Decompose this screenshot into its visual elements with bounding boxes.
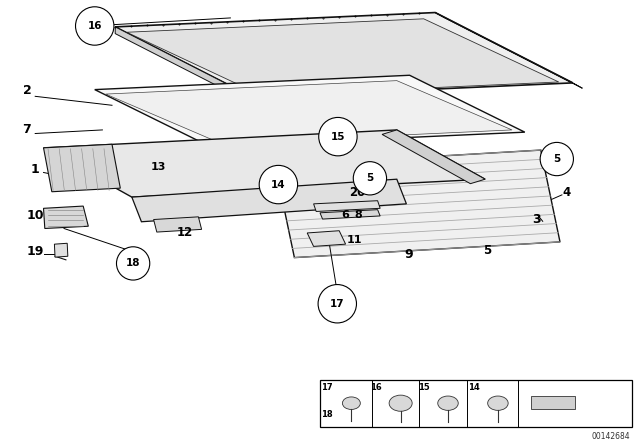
Text: 9: 9 bbox=[404, 248, 413, 261]
Ellipse shape bbox=[319, 117, 357, 156]
Bar bbox=[320, 380, 632, 427]
Polygon shape bbox=[95, 75, 525, 146]
Text: 15: 15 bbox=[331, 132, 345, 142]
Ellipse shape bbox=[353, 162, 387, 195]
Ellipse shape bbox=[540, 142, 573, 176]
Circle shape bbox=[342, 397, 360, 409]
Text: 2: 2 bbox=[22, 84, 31, 98]
Polygon shape bbox=[435, 13, 582, 88]
Text: 10: 10 bbox=[26, 209, 44, 223]
Text: 15: 15 bbox=[418, 383, 429, 392]
Polygon shape bbox=[127, 19, 559, 95]
Text: 5: 5 bbox=[366, 173, 374, 183]
Text: 12: 12 bbox=[176, 225, 193, 239]
Text: 14: 14 bbox=[271, 180, 285, 190]
Text: 6: 6 bbox=[342, 210, 349, 220]
Text: 5: 5 bbox=[553, 154, 561, 164]
Text: 17: 17 bbox=[321, 383, 333, 392]
Circle shape bbox=[389, 395, 412, 411]
Text: 11: 11 bbox=[347, 235, 362, 245]
Polygon shape bbox=[314, 201, 380, 211]
Circle shape bbox=[488, 396, 508, 410]
Text: 18: 18 bbox=[126, 258, 140, 268]
Text: 18: 18 bbox=[321, 410, 333, 419]
Text: 8: 8 bbox=[355, 210, 362, 220]
Polygon shape bbox=[382, 130, 485, 184]
Ellipse shape bbox=[116, 247, 150, 280]
Ellipse shape bbox=[318, 284, 356, 323]
Text: 7: 7 bbox=[22, 123, 31, 137]
Ellipse shape bbox=[259, 165, 298, 204]
Polygon shape bbox=[307, 231, 346, 246]
Text: 00142684: 00142684 bbox=[592, 432, 630, 441]
Bar bbox=[531, 396, 575, 409]
Circle shape bbox=[438, 396, 458, 410]
Text: 5: 5 bbox=[484, 244, 492, 258]
Polygon shape bbox=[132, 179, 406, 222]
Text: 4: 4 bbox=[563, 186, 570, 199]
Text: 3: 3 bbox=[532, 213, 541, 226]
Text: 19: 19 bbox=[26, 245, 44, 258]
Text: 16: 16 bbox=[88, 21, 102, 31]
Ellipse shape bbox=[76, 7, 114, 45]
Polygon shape bbox=[44, 144, 120, 192]
Text: 16: 16 bbox=[371, 383, 382, 392]
Polygon shape bbox=[320, 210, 380, 219]
Text: 20: 20 bbox=[349, 186, 365, 199]
Polygon shape bbox=[54, 243, 68, 257]
Polygon shape bbox=[115, 13, 573, 97]
Text: 1: 1 bbox=[31, 163, 40, 176]
Polygon shape bbox=[44, 206, 88, 228]
Polygon shape bbox=[106, 81, 512, 143]
Text: 14: 14 bbox=[468, 383, 479, 392]
Polygon shape bbox=[154, 217, 202, 232]
Polygon shape bbox=[44, 130, 485, 197]
Polygon shape bbox=[275, 150, 560, 258]
Polygon shape bbox=[115, 27, 253, 104]
Text: 13: 13 bbox=[151, 162, 166, 172]
Text: 17: 17 bbox=[330, 299, 344, 309]
